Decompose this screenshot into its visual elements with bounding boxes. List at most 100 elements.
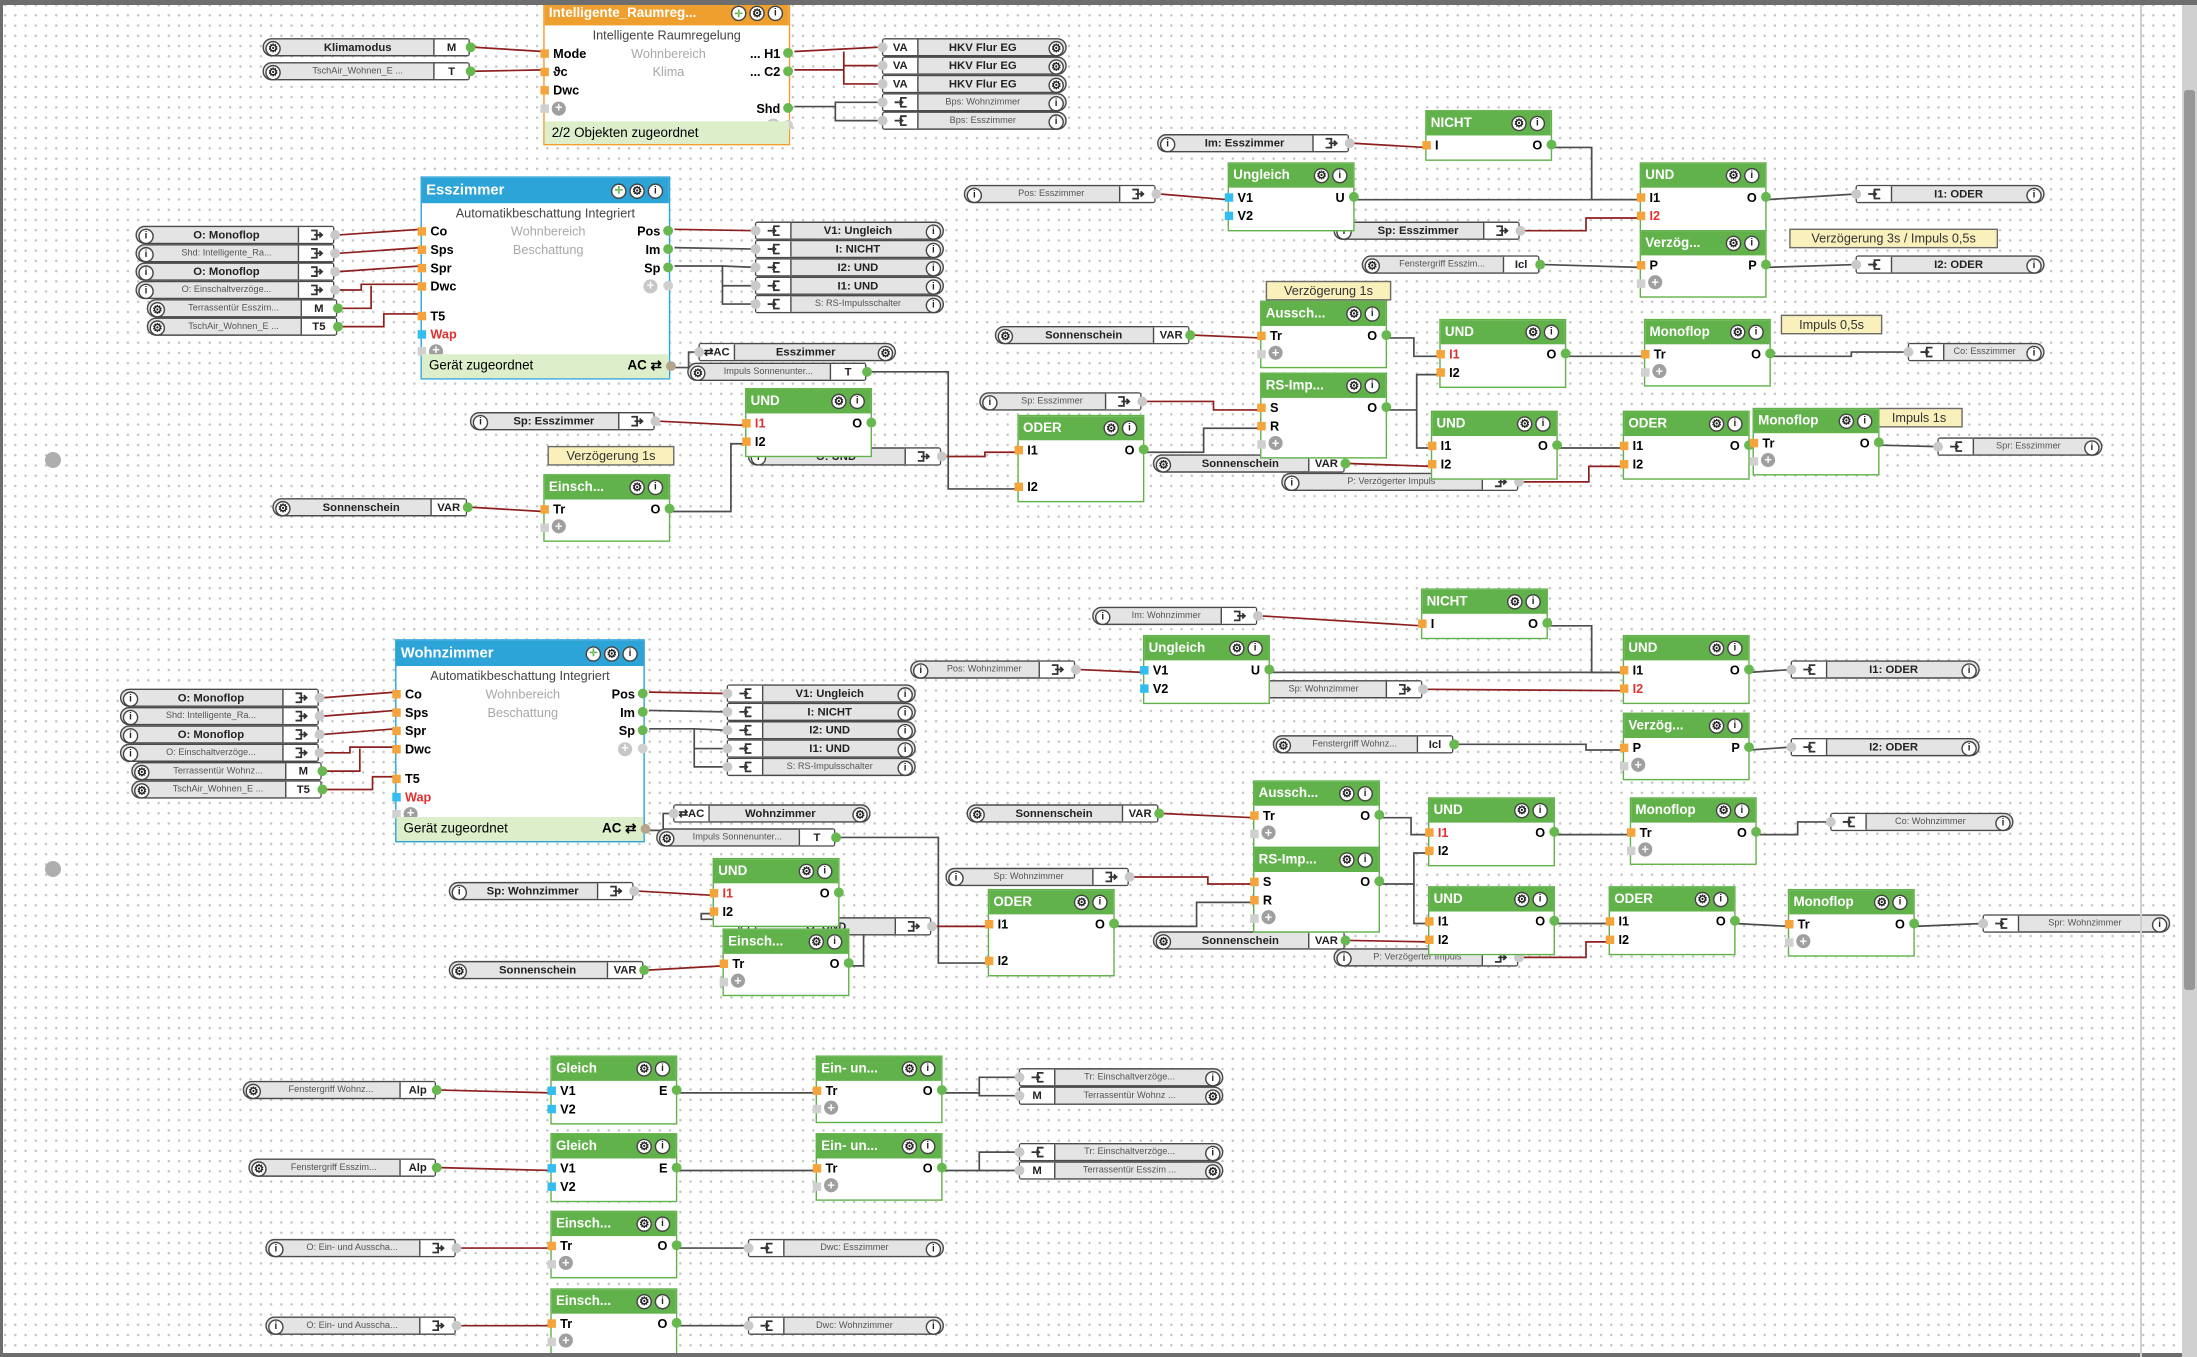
output-port[interactable] [783, 103, 794, 113]
output-port[interactable] [936, 451, 947, 462]
output-port[interactable] [668, 808, 679, 819]
input-port[interactable] [719, 977, 729, 987]
gear-icon[interactable]: ⚙ [901, 1061, 918, 1077]
pill-ac-wohnzimmer[interactable]: ⇄AC Wohnzimmer ⚙ [668, 804, 871, 823]
i-icon[interactable]: i [925, 224, 942, 240]
pill-terrassentuer-esszimmer[interactable]: ⚙ Terrassentür Esszim... M [146, 299, 343, 318]
add-port-icon[interactable]: + [558, 1333, 573, 1348]
i-icon[interactable]: i [1364, 378, 1381, 394]
input-port[interactable] [1250, 810, 1259, 820]
pill-dwc-esszimmer[interactable]: Dwc: Esszimmer i [743, 1238, 944, 1258]
move-icon[interactable]: ✛ [610, 182, 627, 199]
input-port[interactable] [1427, 440, 1437, 450]
gear-icon[interactable]: ⚙ [245, 1083, 262, 1100]
pill-i1-oder[interactable]: I1: ODER i [1851, 184, 2045, 204]
gear-icon[interactable]: ⚙ [1073, 894, 1090, 911]
gear-icon[interactable]: ⚙ [1048, 59, 1064, 75]
output-port[interactable] [1909, 918, 1920, 929]
input-port[interactable] [1436, 367, 1445, 377]
input-port[interactable] [392, 689, 401, 698]
selection-handle[interactable] [45, 452, 61, 468]
i-icon[interactable]: i [1713, 891, 1729, 908]
gear-icon[interactable]: ⚙ [1313, 167, 1330, 184]
output-port[interactable] [1933, 441, 1944, 452]
i-icon[interactable]: i [1357, 852, 1373, 868]
pill-i-nicht[interactable]: I: NICHT i [750, 239, 944, 259]
i-icon[interactable]: i [925, 1241, 942, 1258]
output-port[interactable] [1786, 664, 1797, 675]
output-port[interactable] [694, 347, 705, 357]
i-icon[interactable]: i [1892, 894, 1908, 911]
pill-va-hkv-1[interactable]: VA HKV Flur EG ⚙ [877, 38, 1067, 57]
gear-icon[interactable]: ⚙ [658, 831, 675, 847]
pill-i2-und[interactable]: I2: UND i [750, 258, 944, 277]
i-icon[interactable]: i [1734, 802, 1750, 819]
output-port[interactable] [877, 97, 888, 108]
i-icon[interactable]: i [138, 265, 154, 281]
output-port[interactable] [1340, 458, 1351, 469]
input-port[interactable] [1224, 210, 1234, 220]
output-port[interactable] [1765, 348, 1776, 359]
pill-o-ein-und-ausschalt[interactable]: i O: Ein- und Ausscha... [265, 1238, 462, 1258]
output-port[interactable] [1418, 684, 1428, 695]
i-icon[interactable]: i [1727, 718, 1743, 734]
pill-sonnenschein[interactable]: ⚙ Sonnenschein VAR [448, 960, 650, 980]
input-port[interactable] [540, 103, 549, 113]
input-port[interactable] [1140, 683, 1149, 693]
output-port[interactable] [1552, 440, 1563, 451]
pill-tschair-wohnen[interactable]: ⚙ TschAir_Wohnen_E ... T [262, 62, 476, 81]
pill-i1-und[interactable]: I1: UND i [750, 276, 944, 295]
gear-icon[interactable]: ⚙ [275, 500, 291, 517]
input-port[interactable] [1014, 445, 1024, 454]
i-icon[interactable]: i [1535, 416, 1551, 432]
gear-icon[interactable]: ⚙ [1346, 378, 1362, 394]
input-port[interactable] [547, 1318, 556, 1328]
pill-o-monoflop[interactable]: i O: Monoflop [119, 688, 325, 707]
i-icon[interactable]: i [1995, 815, 2011, 832]
pill-s-rs-impulsschalter[interactable]: S: RS-Impulsschalter i [722, 757, 916, 777]
output-port[interactable] [1151, 189, 1162, 199]
i-icon[interactable]: i [1961, 663, 1977, 679]
gear-icon[interactable]: ⚙ [1708, 416, 1725, 432]
pill-sp-esszimmer[interactable]: i Sp: Esszimmer [469, 412, 661, 431]
input-port[interactable] [1636, 210, 1646, 220]
i-icon[interactable]: i [2151, 917, 2168, 933]
output-port[interactable] [314, 711, 325, 722]
i-icon[interactable]: i [982, 395, 998, 411]
input-port[interactable] [1250, 895, 1259, 904]
block-es-nicht[interactable]: NICHT ⚙ i I O [1422, 110, 1557, 161]
i-icon[interactable]: i [767, 5, 784, 22]
gear-icon[interactable]: ⚙ [1507, 594, 1523, 610]
output-port[interactable] [1786, 742, 1797, 753]
i-icon[interactable]: i [1961, 740, 1977, 757]
i-icon[interactable]: i [122, 728, 139, 744]
pill-m-terrassentuer-esszimmer[interactable]: M Terrassentür Esszim ... ⚙ [1014, 1161, 1224, 1180]
input-port[interactable] [540, 48, 549, 58]
i-icon[interactable]: i [1357, 785, 1373, 802]
output-port[interactable] [640, 824, 651, 834]
output-port[interactable] [317, 784, 328, 795]
pill-i2-oder[interactable]: I2: ODER i [1851, 255, 2045, 274]
input-port[interactable] [540, 504, 549, 513]
i-icon[interactable]: i [268, 1319, 284, 1335]
gear-icon[interactable]: ⚙ [831, 393, 847, 410]
input-port[interactable] [1250, 876, 1259, 886]
pill-i2-und[interactable]: I2: UND i [722, 721, 916, 740]
output-port[interactable] [1903, 347, 1914, 357]
input-port[interactable] [547, 1104, 556, 1113]
add-port-icon[interactable]: + [558, 1256, 573, 1270]
output-port[interactable] [866, 417, 877, 428]
gear-icon[interactable]: ⚙ [1708, 718, 1725, 734]
input-port[interactable] [1619, 683, 1629, 693]
i-icon[interactable]: i [816, 863, 833, 880]
i-icon[interactable]: i [122, 691, 139, 707]
i-icon[interactable]: i [1048, 114, 1064, 130]
block-wz-oder-b[interactable]: ODER ⚙ i I1 O I2 [1605, 886, 1740, 956]
block-wz-und-b[interactable]: UND ⚙ i I1 O I2 [1425, 886, 1560, 956]
output-port[interactable] [1744, 664, 1754, 675]
output-port[interactable] [1760, 191, 1771, 202]
output-port[interactable] [663, 262, 674, 273]
input-port[interactable] [540, 85, 549, 94]
block-es-aussch[interactable]: Aussch... ⚙ i Tr O + [1257, 300, 1392, 369]
i-icon[interactable]: i [1744, 167, 1760, 184]
